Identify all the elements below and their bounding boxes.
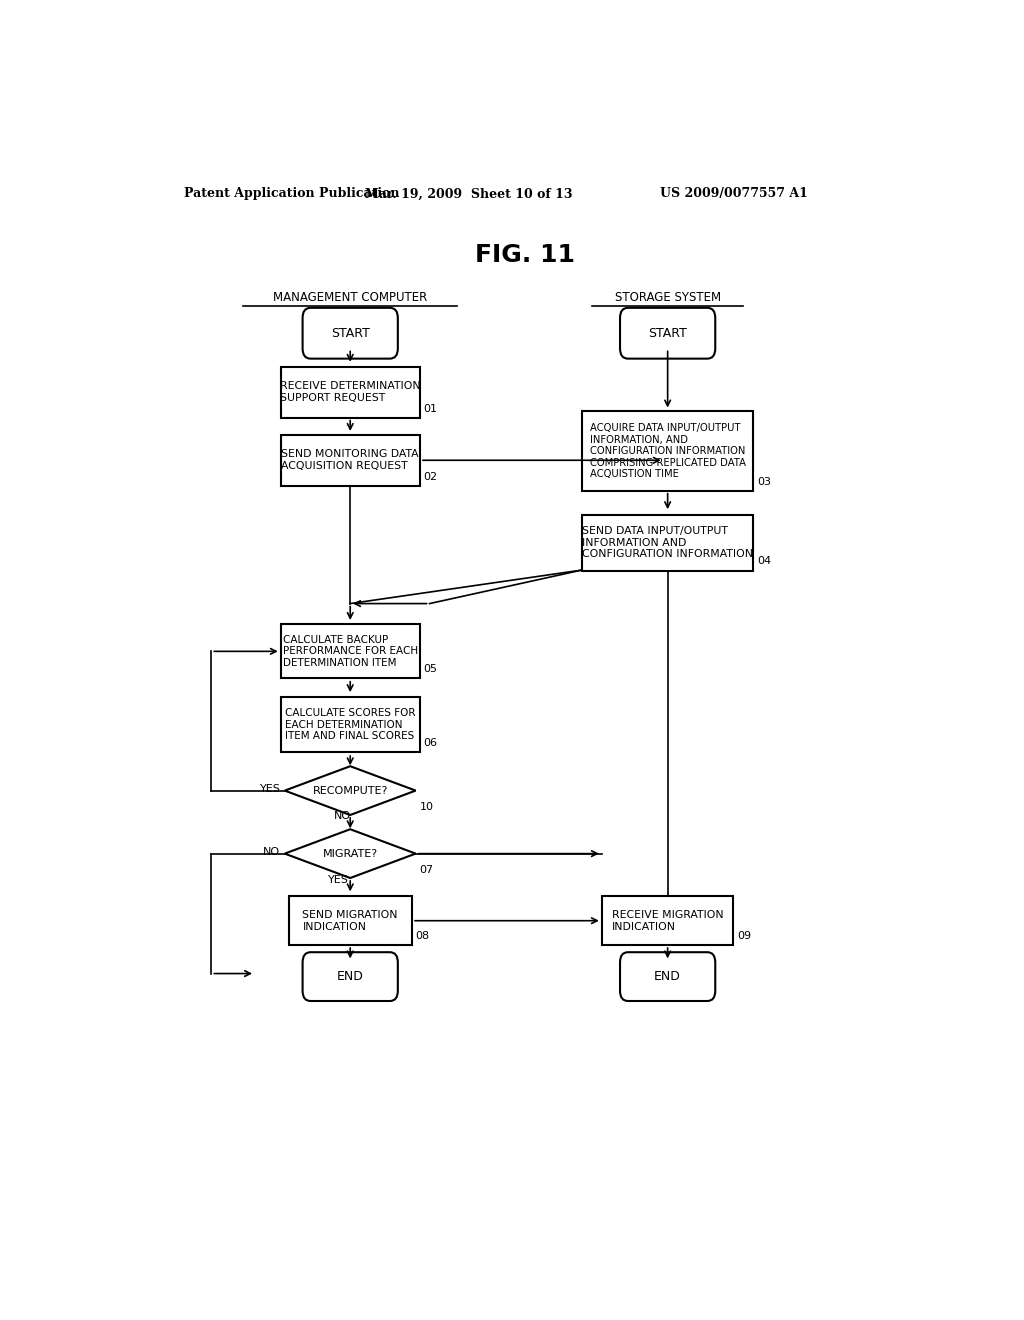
Text: 06: 06	[424, 738, 437, 748]
Text: 05: 05	[424, 664, 437, 675]
Text: US 2009/0077557 A1: US 2009/0077557 A1	[659, 187, 808, 201]
Bar	[281, 624, 420, 678]
Text: 08: 08	[416, 931, 430, 941]
Bar	[602, 896, 733, 945]
Text: SEND DATA INPUT/OUTPUT
INFORMATION AND
CONFIGURATION INFORMATION: SEND DATA INPUT/OUTPUT INFORMATION AND C…	[583, 525, 753, 560]
Text: CALCULATE SCORES FOR
EACH DETERMINATION
ITEM AND FINAL SCORES: CALCULATE SCORES FOR EACH DETERMINATION …	[285, 708, 416, 741]
Text: YES: YES	[259, 784, 281, 793]
Text: 04: 04	[757, 557, 771, 566]
FancyBboxPatch shape	[303, 952, 397, 1001]
Bar	[281, 434, 420, 486]
Polygon shape	[285, 829, 416, 878]
Text: ACQUIRE DATA INPUT/OUTPUT
INFORMATION, AND
CONFIGURATION INFORMATION
COMPRISING : ACQUIRE DATA INPUT/OUTPUT INFORMATION, A…	[590, 422, 745, 479]
Text: SEND MIGRATION
INDICATION: SEND MIGRATION INDICATION	[302, 909, 398, 932]
Text: 10: 10	[420, 803, 433, 812]
Text: RECOMPUTE?: RECOMPUTE?	[312, 785, 388, 796]
FancyBboxPatch shape	[620, 952, 715, 1001]
Text: 03: 03	[757, 477, 771, 487]
FancyBboxPatch shape	[620, 308, 715, 359]
Text: 09: 09	[737, 931, 752, 941]
Bar	[289, 896, 412, 945]
Text: END: END	[654, 970, 681, 983]
Text: END: END	[337, 970, 364, 983]
Text: MIGRATE?: MIGRATE?	[323, 849, 378, 858]
Text: 01: 01	[424, 404, 437, 413]
Bar	[281, 367, 420, 417]
Bar	[583, 412, 753, 491]
Bar	[583, 515, 753, 570]
Text: NO: NO	[263, 846, 281, 857]
FancyBboxPatch shape	[303, 308, 397, 359]
Text: RECEIVE DETERMINATION
SUPPORT REQUEST: RECEIVE DETERMINATION SUPPORT REQUEST	[280, 381, 421, 403]
Text: Mar. 19, 2009  Sheet 10 of 13: Mar. 19, 2009 Sheet 10 of 13	[366, 187, 573, 201]
Text: Patent Application Publication: Patent Application Publication	[183, 187, 399, 201]
Text: NO: NO	[334, 810, 351, 821]
Text: CALCULATE BACKUP
PERFORMANCE FOR EACH
DETERMINATION ITEM: CALCULATE BACKUP PERFORMANCE FOR EACH DE…	[283, 635, 418, 668]
Text: 07: 07	[420, 865, 434, 875]
Text: YES: YES	[328, 875, 349, 884]
Text: RECEIVE MIGRATION
INDICATION: RECEIVE MIGRATION INDICATION	[611, 909, 724, 932]
Text: START: START	[648, 327, 687, 339]
Text: MANAGEMENT COMPUTER: MANAGEMENT COMPUTER	[273, 290, 427, 304]
Text: FIG. 11: FIG. 11	[475, 243, 574, 267]
Text: SEND MONITORING DATA
ACQUISITION REQUEST: SEND MONITORING DATA ACQUISITION REQUEST	[282, 450, 419, 471]
Text: START: START	[331, 327, 370, 339]
Bar	[281, 697, 420, 752]
Text: STORAGE SYSTEM: STORAGE SYSTEM	[614, 290, 721, 304]
Text: 02: 02	[424, 471, 437, 482]
Polygon shape	[285, 766, 416, 814]
